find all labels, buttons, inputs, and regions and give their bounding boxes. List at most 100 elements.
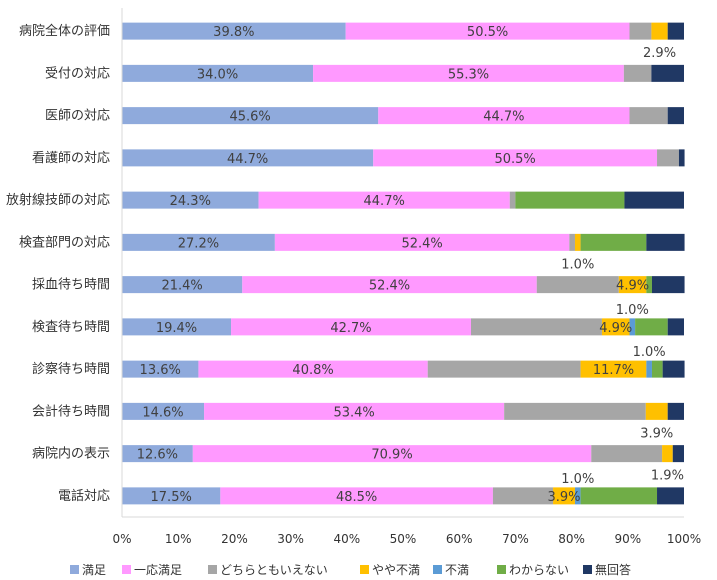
data-labels: 39.8% 50.5% 2.9% 34.0% 55.3% 45.6% 44.7% 44.7% 5… xyxy=(137,25,684,505)
data-label: 12.6% xyxy=(137,448,178,463)
bar-segment xyxy=(646,360,652,378)
data-label: 21.4% xyxy=(161,279,202,294)
data-label: 4.9% xyxy=(616,279,649,294)
x-tick-label: 50% xyxy=(390,532,417,546)
bar-segment xyxy=(667,107,684,125)
bar-segment xyxy=(651,64,684,82)
bar-segment xyxy=(645,402,668,420)
bar-segment xyxy=(635,318,668,336)
bar-segment xyxy=(258,191,510,209)
bar-segment xyxy=(667,318,684,336)
bar-segment xyxy=(536,276,619,294)
data-label: 50.5% xyxy=(467,25,508,40)
bar-segment xyxy=(667,402,684,420)
x-tick-label: 70% xyxy=(502,532,529,546)
bar-segment xyxy=(678,149,685,167)
data-label: 13.6% xyxy=(140,363,181,378)
bar-segment xyxy=(122,233,275,251)
bar-segment xyxy=(515,191,625,209)
bar-segment xyxy=(220,487,493,505)
data-label: 4.9% xyxy=(599,321,632,336)
category-label: 採血待ち時間 xyxy=(32,278,110,293)
bar-segment xyxy=(651,276,685,294)
data-label: 44.7% xyxy=(483,110,524,125)
bar-segment xyxy=(373,149,658,167)
bar-segment xyxy=(574,487,581,505)
data-label: 45.6% xyxy=(229,110,270,125)
bar-segment xyxy=(662,360,685,378)
legend-swatch xyxy=(360,565,369,574)
x-tick-label: 90% xyxy=(614,532,641,546)
x-tick-label: 0% xyxy=(112,532,131,546)
data-label: 39.8% xyxy=(213,25,254,40)
data-label: 70.9% xyxy=(371,448,412,463)
bar-segment xyxy=(569,233,575,251)
bar-segment xyxy=(204,402,505,420)
bar-segment xyxy=(122,64,314,82)
legend-swatch xyxy=(583,565,592,574)
bar-segment xyxy=(629,22,652,40)
data-label: 11.7% xyxy=(593,363,634,378)
bar-segment xyxy=(231,318,472,336)
data-label: 44.7% xyxy=(364,194,405,209)
bar-segment xyxy=(580,360,647,378)
bar-segment xyxy=(651,360,663,378)
bar-segment xyxy=(667,22,684,40)
bar-segment xyxy=(629,318,636,336)
bar-segment xyxy=(601,318,630,336)
data-label: 53.4% xyxy=(333,405,374,420)
legend-label: わからない xyxy=(509,563,569,577)
x-tick-label: 100% xyxy=(667,532,701,546)
data-label: 1.0% xyxy=(561,257,594,272)
data-label: 52.4% xyxy=(401,236,442,251)
bar-segment xyxy=(122,276,243,294)
data-label: 55.3% xyxy=(448,67,489,82)
x-tick-label: 20% xyxy=(221,532,248,546)
data-label: 42.7% xyxy=(330,321,371,336)
data-label: 14.6% xyxy=(142,405,183,420)
bar-segment xyxy=(122,149,374,167)
category-label: 会計待ち時間 xyxy=(32,403,110,419)
data-label: 52.4% xyxy=(369,279,410,294)
data-label: 44.7% xyxy=(227,152,268,167)
bar-segment xyxy=(122,107,379,125)
legend-swatch xyxy=(497,565,506,574)
bar-segment xyxy=(122,191,259,209)
bar-segment xyxy=(504,402,646,420)
bar-segment xyxy=(122,402,205,420)
category-label: 病院内の表示 xyxy=(32,446,110,462)
legend-swatch xyxy=(208,565,217,574)
bar-segment xyxy=(618,276,647,294)
data-label: 19.4% xyxy=(156,321,197,336)
legend-swatch xyxy=(433,565,442,574)
x-tick-label: 80% xyxy=(558,532,585,546)
x-tick-label: 60% xyxy=(446,532,473,546)
bar-segment xyxy=(313,64,624,82)
bar-segment xyxy=(580,233,647,251)
bar-segment xyxy=(646,276,652,294)
bar-segment xyxy=(646,233,685,251)
bar-segment xyxy=(192,445,592,463)
data-label: 17.5% xyxy=(151,490,192,505)
legend-label: 無回答 xyxy=(595,562,631,577)
bar-segment xyxy=(672,445,684,463)
data-label: 1.0% xyxy=(616,303,649,318)
data-label: 40.8% xyxy=(292,363,333,378)
category-label: 検査部門の対応 xyxy=(19,235,110,250)
data-label: 24.3% xyxy=(170,194,211,209)
legend-swatch xyxy=(122,565,131,574)
data-label: 48.5% xyxy=(336,490,377,505)
category-label: 放射線技師の対応 xyxy=(6,192,110,208)
bar-segment xyxy=(122,318,232,336)
data-label: 3.9% xyxy=(547,490,580,505)
data-label: 1.0% xyxy=(633,345,666,360)
legend-label: やや不満 xyxy=(372,563,420,577)
category-label: 診察待ち時間 xyxy=(32,361,110,377)
bar-segment xyxy=(662,445,673,463)
bar-segment xyxy=(574,233,581,251)
legend-label: 一応満足 xyxy=(134,563,182,577)
legend-label: どちらともいえない xyxy=(220,563,328,577)
category-label: 検査待ち時間 xyxy=(32,320,110,335)
data-label: 27.2% xyxy=(178,236,219,251)
